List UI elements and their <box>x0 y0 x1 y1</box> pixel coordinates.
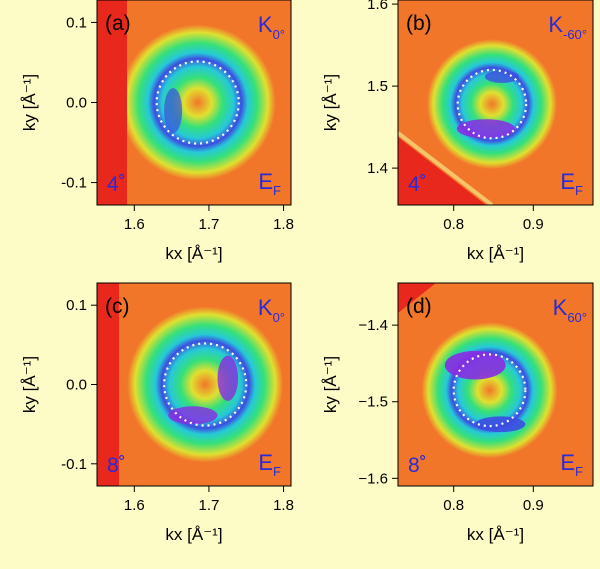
x-axis-label: kx [Å⁻¹] <box>467 244 524 263</box>
no-data-region <box>97 283 119 486</box>
intensity-arc <box>475 416 526 433</box>
y-tick-label: -0.1 <box>61 456 87 473</box>
panel-b: 0.8 0.91.61.51.4kx [Å⁻¹]ky [Å⁻¹](b) K-60°4… <box>321 0 594 263</box>
intensity-map <box>97 283 291 486</box>
tilt-angle-label: 4˚ <box>408 173 427 196</box>
intensity-arc <box>168 406 218 425</box>
panel-label: (b) <box>406 12 432 35</box>
y-tick-label: 0.1 <box>66 14 87 31</box>
x-tick-label: 1.6 <box>124 216 145 233</box>
dotted-circle <box>163 342 248 427</box>
tilt-angle-label: 8˚ <box>408 454 427 477</box>
fermi-energy-subscript: F <box>273 183 281 198</box>
x-tick-label: 1.7 <box>198 216 219 233</box>
no-data-region <box>97 0 127 205</box>
fermi-pocket <box>421 322 558 459</box>
y-tick-label: 1.5 <box>367 78 388 95</box>
intensity-arc <box>217 355 239 401</box>
intensity-arc <box>484 70 520 83</box>
no-data-region <box>398 283 436 313</box>
tilt-angle-label: 4˚ <box>107 173 126 196</box>
x-tick-label: 1.8 <box>273 216 294 233</box>
no-data-region <box>398 137 486 205</box>
y-tick-label: −1.6 <box>358 470 388 487</box>
k-angle-subscript: 60° <box>567 310 587 325</box>
y-tick-label: 0.0 <box>66 377 87 394</box>
plot-frame <box>397 0 594 206</box>
fermi-energy-subscript: F <box>575 464 583 479</box>
dotted-circle <box>155 60 240 145</box>
no-data-edge <box>398 131 494 205</box>
intensity-map <box>398 283 593 486</box>
y-tick-label: −1.5 <box>358 394 388 411</box>
plot-frame <box>397 282 594 487</box>
x-tick-label: 0.8 <box>443 497 464 514</box>
y-tick-label: 0.1 <box>66 297 87 314</box>
y-tick-label: -0.1 <box>61 175 87 192</box>
intensity-map <box>97 0 291 205</box>
intensity-arc <box>456 119 516 139</box>
intensity-map <box>398 0 593 205</box>
y-tick-label: 1.4 <box>367 160 388 177</box>
fermi-pocket <box>426 39 557 170</box>
k-angle-subscript: 0° <box>273 310 285 325</box>
x-tick-label: 0.8 <box>443 216 464 233</box>
panel-label: (d) <box>406 295 432 318</box>
y-axis-label: ky [Å⁻¹] <box>321 356 340 413</box>
intensity-arc <box>164 88 183 134</box>
k-angle-subscript: 0° <box>273 27 285 42</box>
fermi-pocket <box>119 24 276 181</box>
x-tick-label: 1.8 <box>273 497 294 514</box>
panel-c: 1.6 1.7 1.80.10.0-0.1kx [Å⁻¹]ky [Å⁻¹](c) K0… <box>20 282 294 544</box>
panel-label: (c) <box>105 295 130 318</box>
x-tick-label: 0.9 <box>523 497 544 514</box>
fermi-pocket <box>127 306 284 463</box>
tilt-angle-label: 8˚ <box>107 454 126 477</box>
fermi-energy-subscript: F <box>575 183 583 198</box>
y-tick-label: −1.4 <box>358 317 388 334</box>
y-axis-label: ky [Å⁻¹] <box>321 74 340 131</box>
panel-label: (a) <box>105 12 131 35</box>
panel-d: 0.8 0.9−1.4−1.5−1.6kx [Å⁻¹]ky [Å⁻¹](d) K60… <box>321 282 594 544</box>
x-tick-label: 1.7 <box>198 497 219 514</box>
x-axis-label: kx [Å⁻¹] <box>467 525 524 544</box>
x-axis-label: kx [Å⁻¹] <box>165 525 222 544</box>
dotted-circle <box>452 353 527 428</box>
y-axis-label: ky [Å⁻¹] <box>20 74 39 131</box>
x-tick-label: 0.9 <box>523 216 544 233</box>
dotted-circle <box>456 68 528 140</box>
x-tick-label: 1.6 <box>124 497 145 514</box>
y-tick-label: 0.0 <box>66 95 87 112</box>
x-axis-label: kx [Å⁻¹] <box>165 244 222 263</box>
y-tick-label: 1.6 <box>367 0 388 13</box>
panel-a: 1.6 1.7 1.80.10.0-0.1kx [Å⁻¹]ky [Å⁻¹](a) K0… <box>20 0 294 263</box>
k-angle-subscript: -60° <box>563 27 587 42</box>
y-axis-label: ky [Å⁻¹] <box>20 356 39 413</box>
intensity-arc <box>444 350 506 380</box>
fermi-energy-subscript: F <box>273 464 281 479</box>
